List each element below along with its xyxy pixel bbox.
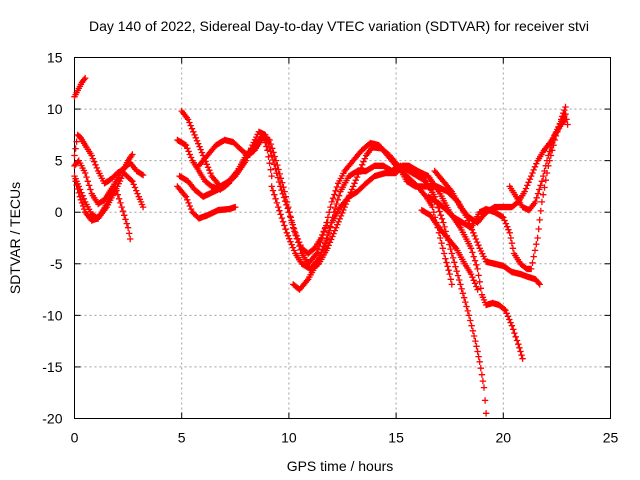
series-arc-15 [431, 116, 569, 226]
x-axis-label: GPS time / hours [287, 458, 394, 474]
y-tick-label: 15 [47, 50, 63, 66]
x-tick-labels: 0 5 10 15 20 25 [71, 430, 619, 446]
axis-ticks [74, 57, 611, 419]
plot-frame [74, 57, 611, 419]
series-markers [71, 74, 89, 100]
series-arc-7 [178, 107, 275, 190]
x-tick-label: 0 [71, 430, 79, 446]
y-tick-label: 0 [55, 204, 63, 220]
y-tick-labels: -20 -15 -10 -5 0 5 10 15 [42, 50, 62, 427]
series-arc-13 [307, 144, 543, 288]
series-markers [418, 207, 481, 293]
x-tick-label: 10 [281, 430, 297, 446]
series-arc-17 [506, 111, 571, 214]
y-tick-label: -10 [42, 307, 62, 323]
y-axis-label: SDTVAR / TECUs [7, 182, 23, 294]
series-markers [307, 144, 543, 288]
y-tick-label: 5 [55, 153, 63, 169]
x-tick-label: 5 [178, 430, 186, 446]
chart-title: Day 140 of 2022, Sidereal Day-to-day VTE… [89, 18, 589, 34]
series-markers [431, 116, 569, 226]
series-markers [506, 111, 571, 214]
series-arc-9 [174, 183, 239, 222]
y-tick-label: 10 [47, 101, 63, 117]
y-tick-label: -5 [50, 256, 63, 272]
x-tick-label: 25 [603, 430, 619, 446]
series-arc-14 [418, 207, 481, 293]
series-markers [178, 107, 275, 190]
series-markers [174, 183, 239, 222]
x-tick-label: 20 [496, 430, 512, 446]
x-tick-label: 15 [388, 430, 404, 446]
grid [74, 57, 611, 419]
y-tick-label: -15 [42, 359, 62, 375]
series-arc-5 [72, 178, 134, 243]
series-markers [72, 178, 134, 243]
y-tick-label: -20 [42, 411, 62, 427]
series-arc-1 [71, 74, 89, 100]
data-series [71, 74, 571, 417]
